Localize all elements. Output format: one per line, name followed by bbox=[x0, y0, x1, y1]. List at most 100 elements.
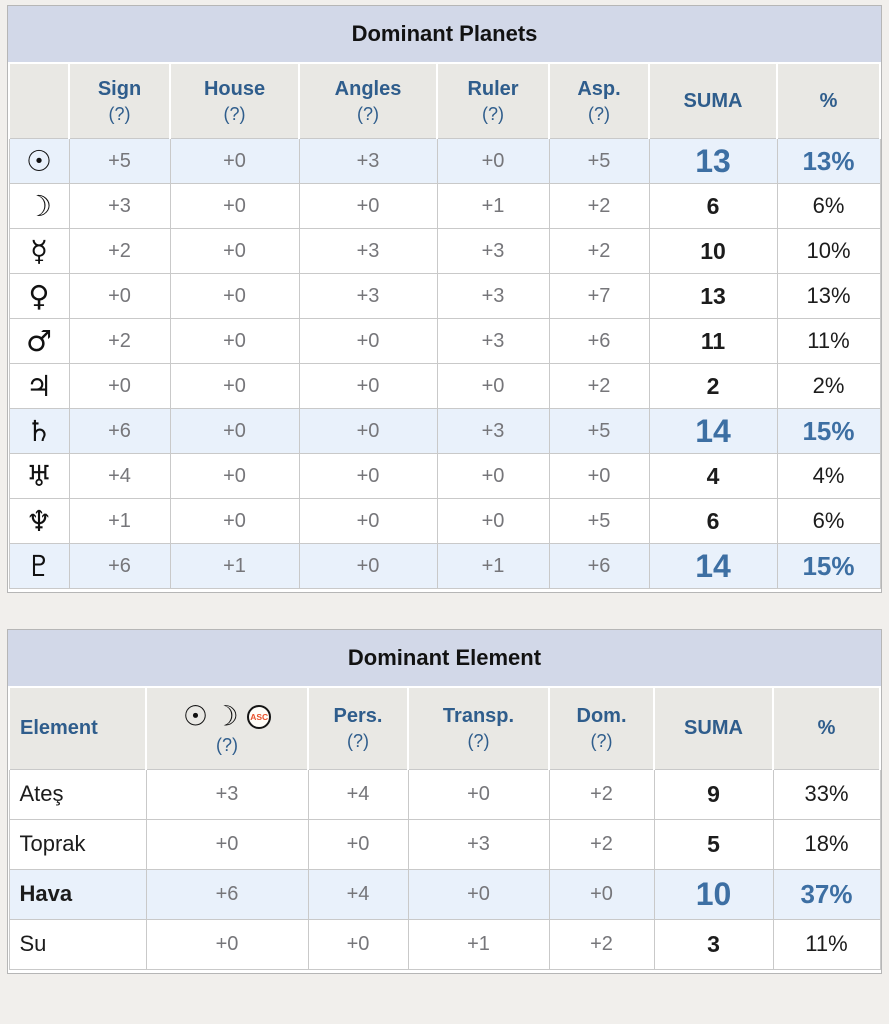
element-score-cell-1: +4 bbox=[307, 868, 409, 920]
mars-icon: ♂ bbox=[26, 323, 52, 358]
mercury-icon: ☿ bbox=[30, 233, 48, 268]
planet-row-jupiter: ♃ +0 +0 +0 +0 +2 2 2% bbox=[8, 363, 881, 409]
planet-suma-cell: 14 bbox=[648, 408, 778, 454]
planet-symbol-cell: ♇ bbox=[8, 543, 70, 589]
planet-row-saturn: ♄ +6 +0 +0 +3 +5 14 15% bbox=[8, 408, 881, 454]
planet-row-sun: ☉ +5 +0 +3 +0 +5 13 13% bbox=[8, 138, 881, 184]
planet-suma-cell: 6 bbox=[648, 498, 778, 544]
planet-suma-cell: 2 bbox=[648, 363, 778, 409]
angles-help-link[interactable]: (?) bbox=[357, 104, 379, 124]
planet-symbol-cell: ☿ bbox=[8, 228, 70, 274]
planet-score-cell-0: +6 bbox=[68, 408, 171, 454]
dominant-header-label: Dom. bbox=[576, 705, 627, 728]
planets-table: Sign (?) House (?) Angles (?) Ruler (?) bbox=[8, 62, 881, 589]
planet-score-cell-3: +3 bbox=[436, 408, 550, 454]
planet-percent-cell: 6% bbox=[776, 183, 881, 229]
element-table-title: Dominant Element bbox=[8, 630, 881, 686]
column-header-aspects: Asp. (?) bbox=[548, 62, 650, 139]
element-row-su: Su +0 +0 +1 +2 3 11% bbox=[8, 918, 881, 970]
planet-symbol-cell: ♃ bbox=[8, 363, 70, 409]
element-score-cell-0: +0 bbox=[145, 918, 309, 970]
neptune-icon: ♆ bbox=[26, 503, 52, 538]
pluto-icon: ♇ bbox=[26, 548, 52, 583]
planet-score-cell-3: +3 bbox=[436, 318, 550, 364]
planet-suma-cell: 13 bbox=[648, 273, 778, 319]
planet-score-cell-1: +0 bbox=[169, 363, 300, 409]
element-score-cell-1: +0 bbox=[307, 918, 409, 970]
planet-suma-cell: 4 bbox=[648, 453, 778, 499]
column-header-dominant: Dom. (?) bbox=[548, 685, 655, 770]
column-header-suma: SUMA bbox=[648, 62, 778, 139]
element-table: Element ☉ ☽ ASC (?) Pers. (?) bbox=[8, 685, 881, 970]
planet-score-cell-3: +0 bbox=[436, 363, 550, 409]
transpersonal-help-link[interactable]: (?) bbox=[467, 731, 490, 752]
element-score-cell-2: +0 bbox=[407, 768, 550, 820]
venus-icon: ♀ bbox=[28, 278, 50, 313]
column-header-angles: Angles (?) bbox=[298, 62, 438, 139]
planet-score-cell-0: +6 bbox=[68, 543, 171, 589]
planet-score-cell-3: +3 bbox=[436, 273, 550, 319]
sun-moon-asc-icons: ☉ ☽ ASC bbox=[149, 700, 305, 733]
planet-score-cell-4: +0 bbox=[548, 453, 650, 499]
saturn-icon: ♄ bbox=[26, 413, 52, 448]
planet-row-venus: ♀ +0 +0 +3 +3 +7 13 13% bbox=[8, 273, 881, 319]
element-score-cell-0: +0 bbox=[145, 818, 309, 870]
personal-header-label: Pers. bbox=[333, 705, 383, 728]
planet-percent-cell: 4% bbox=[776, 453, 881, 499]
column-header-sun-moon-asc: ☉ ☽ ASC (?) bbox=[145, 685, 309, 770]
planet-score-cell-2: +3 bbox=[298, 138, 438, 184]
planet-score-cell-3: +0 bbox=[436, 138, 550, 184]
element-name-cell: Su bbox=[8, 918, 147, 970]
planet-symbol-cell: ♂ bbox=[8, 318, 70, 364]
planet-score-cell-2: +0 bbox=[298, 363, 438, 409]
planet-score-cell-0: +0 bbox=[68, 273, 171, 319]
planet-percent-cell: 15% bbox=[776, 408, 881, 454]
planet-row-uranus: ♅ +4 +0 +0 +0 +0 4 4% bbox=[8, 453, 881, 499]
house-help-link[interactable]: (?) bbox=[223, 104, 246, 124]
ruler-help-link[interactable]: (?) bbox=[482, 104, 504, 124]
planet-suma-cell: 10 bbox=[648, 228, 778, 274]
sun-moon-asc-help-link[interactable]: (?) bbox=[216, 734, 238, 755]
planet-percent-cell: 6% bbox=[776, 498, 881, 544]
column-header-element: Element bbox=[8, 685, 147, 770]
element-score-cell-1: +0 bbox=[307, 818, 409, 870]
planet-score-cell-2: +0 bbox=[298, 318, 438, 364]
planet-score-cell-0: +4 bbox=[68, 453, 171, 499]
ruler-header-label: Ruler bbox=[467, 78, 519, 100]
planet-score-cell-0: +3 bbox=[68, 183, 171, 229]
planet-score-cell-4: +5 bbox=[548, 408, 650, 454]
dominant-help-link[interactable]: (?) bbox=[590, 731, 613, 752]
planet-score-cell-0: +1 bbox=[68, 498, 171, 544]
planet-score-cell-4: +7 bbox=[548, 273, 650, 319]
planet-score-cell-1: +0 bbox=[169, 183, 300, 229]
planet-suma-cell: 13 bbox=[648, 138, 778, 184]
transpersonal-header-label: Transp. bbox=[442, 705, 515, 728]
planet-row-mercury: ☿ +2 +0 +3 +3 +2 10 10% bbox=[8, 228, 881, 274]
uranus-icon: ♅ bbox=[26, 458, 52, 493]
planet-score-cell-4: +5 bbox=[548, 498, 650, 544]
planet-score-cell-1: +0 bbox=[169, 318, 300, 364]
element-percent-cell: 18% bbox=[772, 818, 881, 870]
sign-header-label: Sign bbox=[97, 78, 142, 100]
planet-score-cell-1: +0 bbox=[169, 408, 300, 454]
sign-help-link[interactable]: (?) bbox=[108, 104, 131, 124]
planet-row-moon: ☽ +3 +0 +0 +1 +2 6 6% bbox=[8, 183, 881, 229]
planet-score-cell-3: +0 bbox=[436, 453, 550, 499]
element-row-ateş: Ateş +3 +4 +0 +2 9 33% bbox=[8, 768, 881, 820]
element-percent-cell: 33% bbox=[772, 768, 881, 820]
planet-score-cell-4: +2 bbox=[548, 228, 650, 274]
personal-help-link[interactable]: (?) bbox=[347, 731, 369, 752]
element-suma-cell: 9 bbox=[653, 768, 774, 820]
element-score-cell-0: +3 bbox=[145, 768, 309, 820]
element-score-cell-2: +3 bbox=[407, 818, 550, 870]
column-header-ruler: Ruler (?) bbox=[436, 62, 550, 139]
column-header-suma: SUMA bbox=[653, 685, 774, 770]
element-score-cell-3: +2 bbox=[548, 768, 655, 820]
aspects-help-link[interactable]: (?) bbox=[588, 104, 610, 124]
sun-icon: ☉ bbox=[26, 143, 52, 178]
planet-row-neptune: ♆ +1 +0 +0 +0 +5 6 6% bbox=[8, 498, 881, 544]
jupiter-icon: ♃ bbox=[26, 368, 52, 403]
planet-score-cell-0: +0 bbox=[68, 363, 171, 409]
planet-score-cell-2: +3 bbox=[298, 228, 438, 274]
